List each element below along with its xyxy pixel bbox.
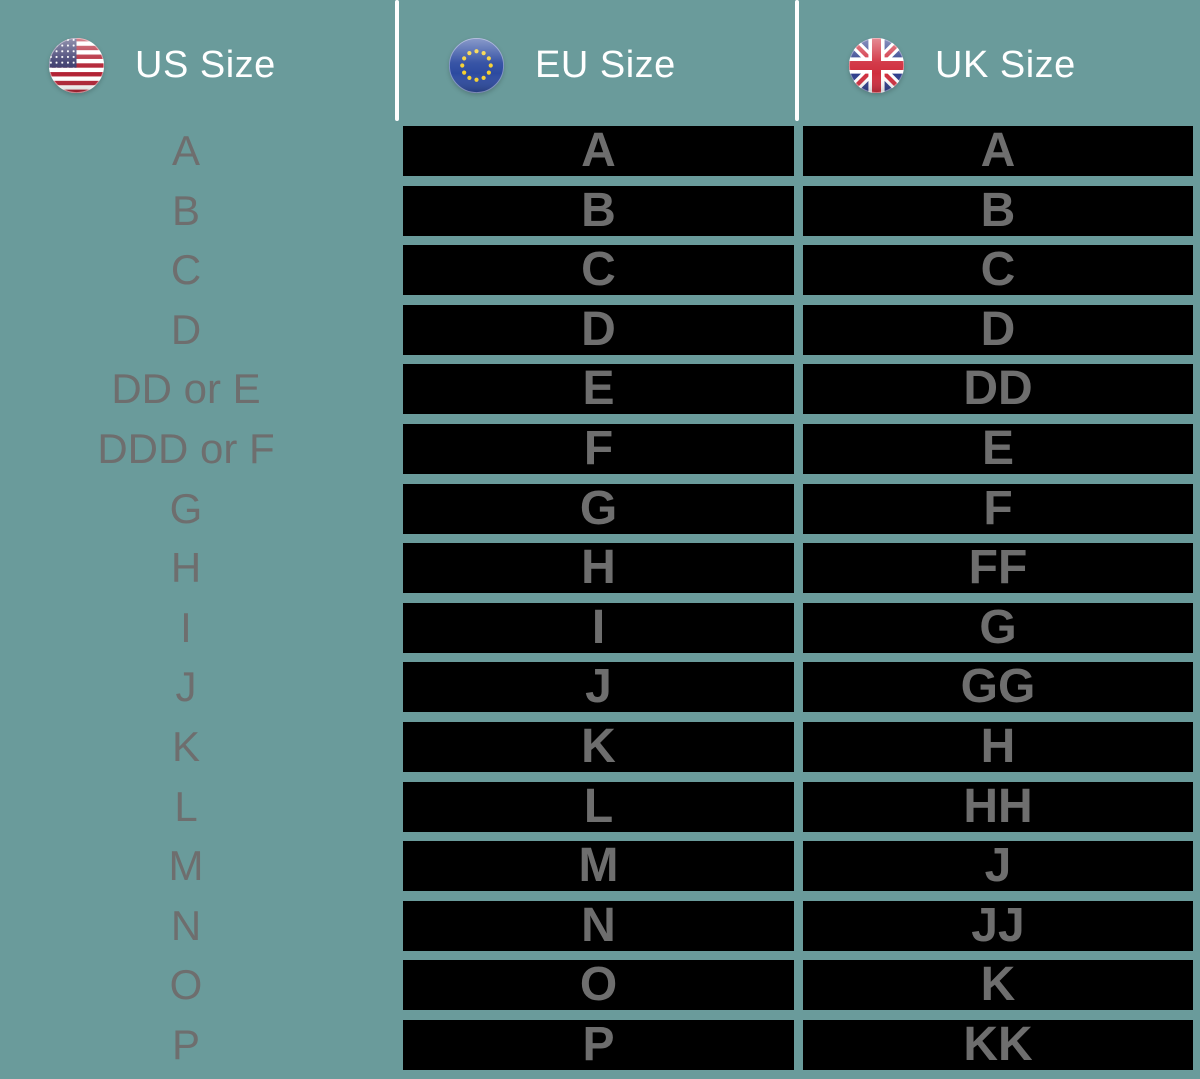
uk-size-value: KK: [803, 1019, 1193, 1070]
column-header-us: US Size: [0, 0, 396, 120]
us-size-value: D: [170, 305, 202, 353]
uk-size-value: C: [803, 245, 1193, 296]
us-size-value: K: [171, 722, 200, 770]
uk-size-value: G: [803, 602, 1193, 653]
uk-size-value: K: [803, 960, 1193, 1011]
column-header-label-uk: UK Size: [935, 43, 1076, 86]
us-flag-icon: [48, 37, 105, 94]
eu-size-value: M: [403, 841, 794, 892]
us-size-value: N: [170, 901, 202, 949]
eu-size-value: P: [403, 1019, 794, 1070]
eu-size-value: O: [403, 960, 794, 1011]
table-row: DD or E E DD: [0, 364, 1200, 415]
header-divider-left: [395, 0, 399, 121]
table-body: A A A B B B C C C D D D DD or E E DD DDD or F F E G G F H H FF I…: [0, 126, 1200, 1070]
us-size-value: B: [171, 186, 200, 234]
eu-size-value: G: [403, 483, 794, 534]
uk-size-value: E: [803, 423, 1193, 474]
header-divider-right: [795, 0, 799, 121]
eu-size-value: N: [403, 900, 794, 951]
eu-size-value: K: [403, 721, 794, 772]
column-header-eu: EU Size: [400, 0, 796, 120]
us-size-value: I: [180, 603, 192, 651]
eu-size-value: L: [403, 781, 794, 832]
uk-size-value: DD: [803, 364, 1193, 415]
eu-size-value: I: [403, 602, 794, 653]
us-size-value: M: [168, 842, 204, 890]
eu-size-value: E: [403, 364, 794, 415]
uk-size-value: HH: [803, 781, 1193, 832]
uk-size-value: J: [803, 841, 1193, 892]
eu-size-value: F: [403, 423, 794, 474]
table-row: L L HH: [0, 781, 1200, 832]
table-row: H H FF: [0, 543, 1200, 594]
us-size-value: O: [169, 961, 203, 1009]
column-header-uk: UK Size: [800, 0, 1200, 120]
eu-size-value: D: [403, 304, 794, 355]
us-size-value: P: [171, 1020, 200, 1068]
us-size-value: J: [175, 663, 197, 711]
us-size-value: DDD or F: [97, 424, 275, 472]
us-size-value: DD or E: [111, 365, 261, 413]
uk-size-value: D: [803, 304, 1193, 355]
uk-size-value: FF: [803, 543, 1193, 594]
uk-size-value: F: [803, 483, 1193, 534]
us-size-value: C: [170, 246, 202, 294]
eu-size-value: C: [403, 245, 794, 296]
uk-size-value: A: [803, 126, 1193, 176]
table-row: P P KK: [0, 1019, 1200, 1070]
us-size-value: L: [174, 782, 198, 830]
eu-size-value: J: [403, 662, 794, 713]
column-header-label-eu: EU Size: [535, 43, 676, 86]
us-size-value: A: [171, 127, 200, 174]
eu-size-value: H: [403, 543, 794, 594]
eu-size-value: B: [403, 185, 794, 236]
uk-size-value: H: [803, 721, 1193, 772]
uk-size-value: GG: [803, 662, 1193, 713]
column-header-label-us: US Size: [135, 43, 276, 86]
us-size-value: H: [170, 544, 202, 592]
table-row: N N JJ: [0, 900, 1200, 951]
uk-size-value: JJ: [803, 900, 1193, 951]
uk-flag-icon: [848, 37, 905, 94]
table-row: J J GG: [0, 662, 1200, 713]
us-size-value: G: [169, 484, 203, 532]
eu-flag-icon: [448, 37, 505, 94]
eu-size-value: A: [403, 126, 794, 176]
uk-size-value: B: [803, 185, 1193, 236]
